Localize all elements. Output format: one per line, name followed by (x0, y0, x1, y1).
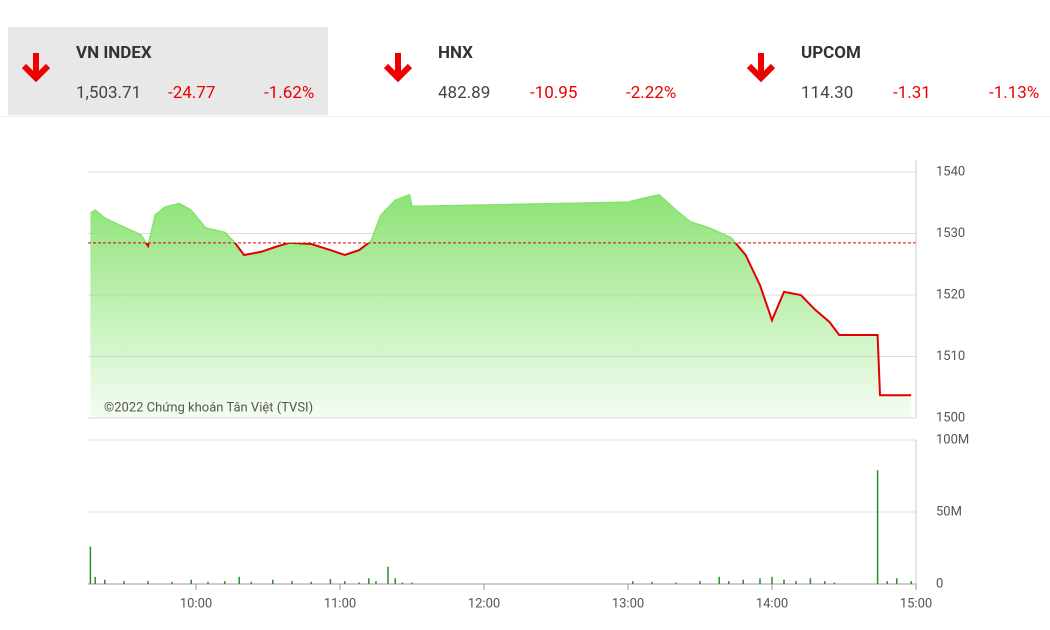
volume-bar (89, 546, 92, 584)
index-percent: -1.13% (989, 83, 1040, 103)
x-tick-label: 14:00 (756, 596, 788, 611)
volume-bar (310, 581, 312, 584)
x-tick-label: 11:00 (324, 596, 356, 611)
volume-bar (358, 582, 360, 584)
volume-bar (783, 579, 785, 584)
volume-bar (123, 581, 125, 584)
x-tick-label: 12:00 (468, 596, 500, 611)
volume-bar (329, 578, 332, 584)
y-tick-label: 1520 (936, 287, 965, 302)
y-tick-label: 1500 (936, 410, 965, 425)
volume-bar (94, 576, 96, 584)
index-card[interactable]: UPCOM 114.30 -1.31 -1.13% (733, 27, 1050, 115)
index-change: -10.95 (530, 83, 578, 103)
x-tick-label: 15:00 (900, 596, 932, 611)
y-tick-label: 100M (936, 432, 969, 447)
index-bar: VN INDEX 1,503.71 -24.77 -1.62% HNX 482.… (0, 0, 1050, 117)
volume-bar (718, 576, 720, 584)
volume-bar (833, 582, 836, 584)
volume-bar (651, 581, 653, 584)
down-arrow (383, 53, 413, 83)
volume-bar (368, 578, 370, 584)
volume-bar (375, 581, 377, 584)
volume-bar (411, 582, 413, 584)
volume-bar (224, 581, 226, 584)
index-percent: -1.62% (264, 83, 315, 103)
index-value: 114.30 (801, 83, 854, 103)
price-line-down (144, 242, 912, 397)
index-name: HNX (438, 43, 473, 63)
volume-bar (809, 578, 812, 584)
volume-bar (147, 581, 149, 584)
y-tick-label: 50M (936, 504, 962, 519)
y-tick-label: 0 (936, 576, 943, 591)
volume-bar (104, 579, 106, 584)
volume-bar (728, 581, 730, 584)
down-arrow (21, 53, 51, 83)
volume-bar (272, 579, 274, 584)
y-tick-label: 1530 (936, 226, 965, 241)
volume-bar (795, 581, 797, 584)
volume-bar (699, 581, 701, 584)
index-value: 482.89 (438, 83, 491, 103)
volume-bar (759, 578, 761, 584)
price-line-up (89, 193, 737, 243)
volume-bar (896, 578, 898, 584)
volume-bar (886, 581, 888, 584)
volume-bar (675, 582, 677, 584)
volume-bar (238, 576, 240, 584)
volume-bar (291, 581, 293, 584)
volume-bar (171, 581, 173, 584)
index-change: -24.77 (168, 83, 216, 103)
volume-bar (394, 578, 396, 584)
volume-bar (387, 566, 389, 584)
index-name: UPCOM (801, 43, 861, 63)
price-area (90, 194, 912, 418)
annotation: ©2022 Chứng khoán Tân Việt (TVSI) (104, 400, 313, 415)
volume-bar (632, 581, 634, 584)
x-tick-label: 10:00 (180, 596, 212, 611)
y-tick-label: 1510 (936, 349, 965, 364)
volume-bar (401, 582, 404, 584)
volume-bar (771, 576, 773, 584)
down-arrow (746, 53, 776, 83)
volume-bar (742, 579, 744, 584)
index-name: VN INDEX (76, 43, 152, 63)
volume-bar (207, 581, 209, 584)
volume-bar (250, 581, 252, 584)
index-card[interactable]: VN INDEX 1,503.71 -24.77 -1.62% (8, 27, 328, 115)
index-value: 1,503.71 (76, 83, 142, 103)
y-tick-label: 1540 (936, 164, 965, 179)
volume-bar (190, 579, 192, 584)
volume-bar (824, 581, 826, 584)
volume-bar (876, 470, 879, 584)
index-change: -1.31 (893, 83, 931, 103)
index-card[interactable]: HNX 482.89 -10.95 -2.22% (370, 27, 690, 115)
volume-bar (910, 581, 912, 584)
x-tick-label: 13:00 (612, 596, 644, 611)
volume-bar (344, 581, 346, 584)
index-percent: -2.22% (626, 83, 677, 103)
